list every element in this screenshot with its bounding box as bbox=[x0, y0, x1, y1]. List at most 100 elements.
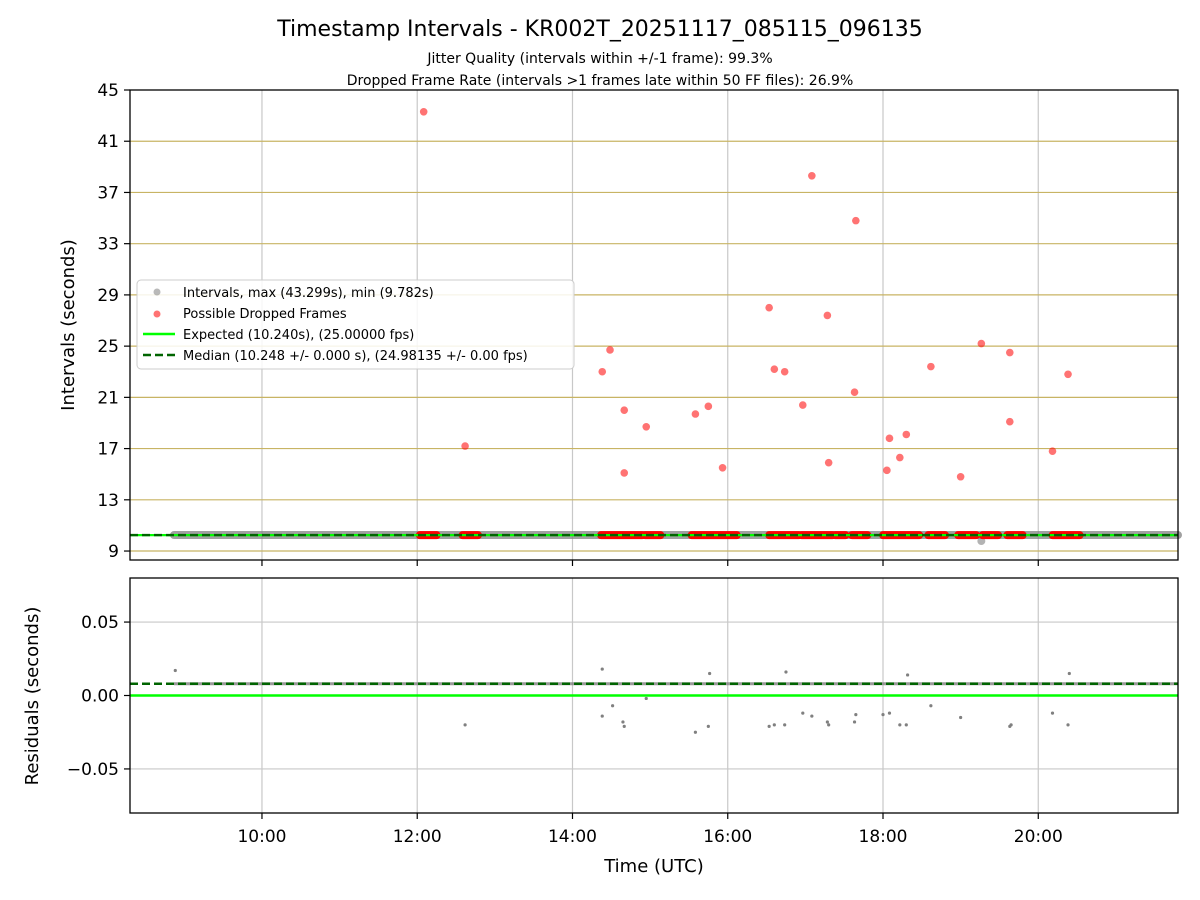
dropped-frame-point bbox=[461, 442, 469, 450]
residual-point bbox=[463, 723, 467, 727]
dropped-frame-point bbox=[620, 406, 629, 414]
x-tick-label: 16:00 bbox=[703, 827, 752, 847]
dropped-frame-point bbox=[691, 410, 700, 418]
legend-item-expected: Expected (10.240s), (25.00000 fps) bbox=[143, 328, 414, 343]
intervals-series bbox=[130, 107, 1182, 546]
legend-intervals-label: Intervals, max (43.299s), min (9.782s) bbox=[183, 286, 434, 301]
dropped-frame-point bbox=[419, 107, 428, 116]
x-tick-label: 20:00 bbox=[1014, 827, 1063, 847]
dropped-frame-point bbox=[1006, 417, 1014, 426]
residual-point bbox=[898, 723, 902, 727]
residual-point bbox=[904, 723, 908, 727]
residual-point bbox=[854, 712, 858, 717]
intervals-y-tick-label: 41 bbox=[97, 132, 119, 152]
intervals-y-tick-label: 33 bbox=[97, 235, 119, 255]
residual-point bbox=[173, 668, 177, 673]
residuals-y-tick-label: −0.05 bbox=[67, 760, 119, 780]
x-tick-label: 14:00 bbox=[548, 827, 597, 847]
residual-point bbox=[600, 667, 604, 671]
dropped-frame-point bbox=[642, 423, 651, 431]
residual-point bbox=[772, 723, 776, 727]
intervals-y-tick-label: 21 bbox=[97, 388, 119, 408]
legend: Intervals, max (43.299s), min (9.782s) P… bbox=[136, 279, 575, 370]
dropped-frame-point bbox=[956, 472, 965, 481]
residual-point bbox=[825, 720, 829, 724]
legend-dropped-label: Possible Dropped Frames bbox=[183, 307, 347, 322]
legend-item-dropped: Possible Dropped Frames bbox=[153, 307, 347, 322]
dropped-frame-point bbox=[606, 346, 614, 354]
residual-point bbox=[784, 670, 788, 674]
legend-intervals-marker bbox=[153, 288, 161, 296]
residual-point bbox=[622, 724, 626, 728]
residual-point bbox=[881, 712, 885, 717]
intervals-grid bbox=[130, 90, 1178, 560]
residual-point bbox=[600, 714, 604, 718]
x-tick-label: 18:00 bbox=[859, 827, 908, 847]
residual-point bbox=[852, 720, 857, 724]
legend-box bbox=[136, 279, 575, 370]
x-axis-label: Time (UTC) bbox=[603, 856, 704, 877]
residuals-y-axis-label: Residuals (seconds) bbox=[22, 607, 43, 786]
dropped-frame-point bbox=[902, 430, 911, 439]
legend-dropped-marker bbox=[153, 310, 161, 318]
x-tick-label: 10:00 bbox=[237, 827, 286, 847]
dropped-frame-point bbox=[798, 401, 807, 409]
residuals-plot: 0.05 0.00 −0.05 10:00 12:00 14:00 16:00 18:00 2… bbox=[22, 560, 1179, 877]
residual-point bbox=[610, 704, 615, 708]
legend-median-label: Median (10.248 +/- 0.000 s), (24.98135 +… bbox=[183, 349, 528, 364]
residual-point bbox=[810, 714, 814, 718]
intervals-y-axis-label: Intervals (seconds) bbox=[58, 239, 79, 411]
dropped-frame-point bbox=[896, 453, 904, 462]
residuals-y-tick-label: 0.05 bbox=[81, 613, 119, 633]
dropped-frame-point bbox=[850, 388, 859, 397]
dropped-frame-point bbox=[704, 402, 713, 411]
dropped-frame-point bbox=[1006, 348, 1014, 357]
residual-point bbox=[801, 711, 805, 715]
dropped-frame-point bbox=[883, 466, 891, 475]
intervals-y-tick-label: 45 bbox=[97, 81, 119, 101]
legend-item-median: Median (10.248 +/- 0.000 s), (24.98135 +… bbox=[143, 349, 528, 364]
dropped-frame-point bbox=[977, 339, 986, 348]
intervals-y-tick-label: 13 bbox=[97, 491, 119, 511]
dropped-frame-point bbox=[1048, 447, 1057, 455]
residuals-y-ticks: 0.05 0.00 −0.05 bbox=[67, 613, 130, 780]
time-x-ticks: 10:00 12:00 14:00 16:00 18:00 20:00 bbox=[237, 560, 1063, 847]
chart-subtitle-jitter: Jitter Quality (intervals within +/-1 fr… bbox=[426, 51, 772, 67]
residuals-series bbox=[130, 667, 1178, 734]
residual-point bbox=[959, 715, 963, 720]
dropped-frame-point bbox=[598, 367, 607, 376]
dropped-frame-point bbox=[620, 469, 629, 477]
residual-point bbox=[767, 724, 771, 728]
residual-point bbox=[708, 671, 712, 676]
residuals-y-tick-label: 0.00 bbox=[81, 687, 119, 707]
legend-item-intervals: Intervals, max (43.299s), min (9.782s) bbox=[153, 286, 434, 301]
residual-point bbox=[905, 673, 910, 677]
dropped-frame-point bbox=[808, 172, 816, 180]
dropped-frame-point bbox=[780, 367, 789, 376]
legend-expected-label: Expected (10.240s), (25.00000 fps) bbox=[183, 328, 414, 343]
residual-point bbox=[1050, 711, 1055, 715]
residual-point bbox=[621, 720, 625, 724]
residual-point bbox=[693, 730, 698, 734]
residual-point bbox=[887, 711, 892, 715]
intervals-y-tick-label: 25 bbox=[97, 337, 119, 357]
intervals-y-tick-label: 29 bbox=[97, 286, 119, 306]
residual-point bbox=[706, 724, 710, 728]
intervals-plot-frame bbox=[129, 89, 1179, 561]
dropped-frame-point bbox=[765, 303, 773, 312]
residual-point bbox=[929, 704, 933, 708]
residual-point bbox=[1009, 723, 1013, 727]
dropped-frame-point bbox=[823, 311, 832, 320]
dropped-frame-point bbox=[1064, 370, 1072, 379]
residual-point bbox=[783, 723, 787, 727]
intervals-y-tick-label: 9 bbox=[108, 542, 119, 562]
intervals-y-tick-label: 17 bbox=[97, 440, 119, 460]
dropped-frame-point bbox=[927, 362, 935, 371]
x-tick-label: 12:00 bbox=[393, 827, 442, 847]
intervals-y-tick-label: 37 bbox=[97, 183, 119, 203]
intervals-y-ticks: 9 13 17 21 25 29 33 37 41 45 bbox=[97, 81, 130, 562]
dropped-frame-point bbox=[824, 458, 833, 467]
dropped-frame-point bbox=[718, 463, 727, 472]
